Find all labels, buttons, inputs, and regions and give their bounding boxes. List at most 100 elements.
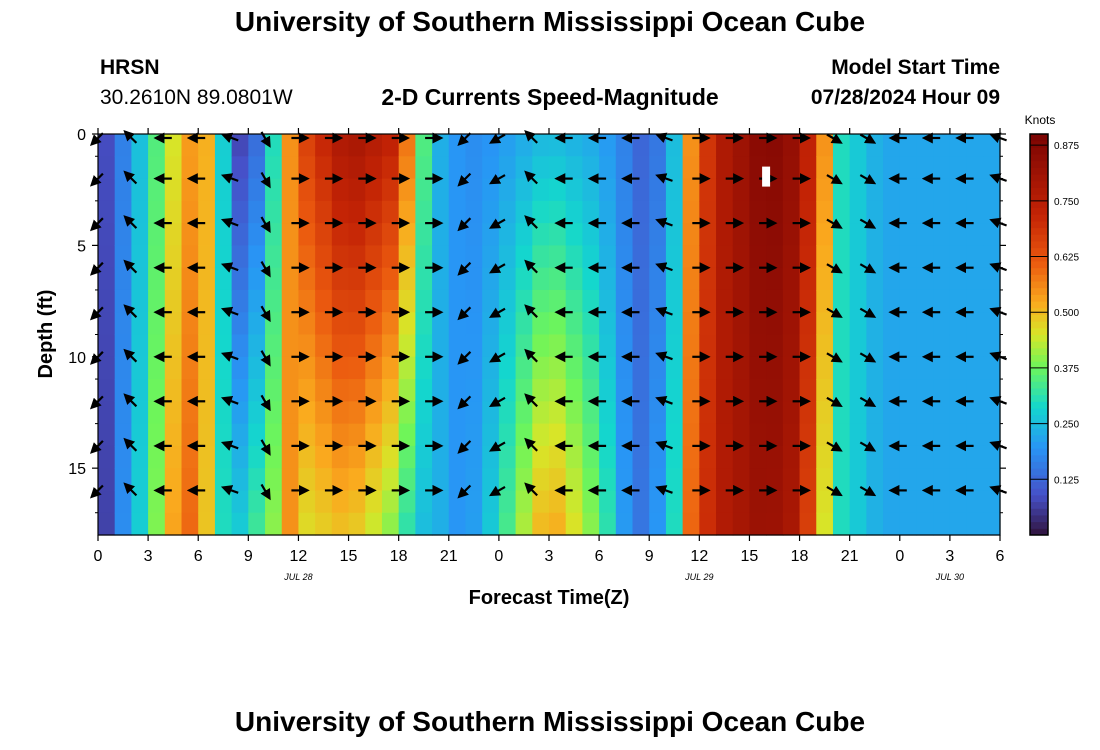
axes: 0 3 6 9 12 15 18 21 0 3 6 9 12 15 18 21 0 3 6 0 5 10 15 JUL 28 J… bbox=[68, 127, 1006, 582]
heatmap-cell bbox=[816, 423, 834, 447]
heatmap-cell bbox=[983, 490, 1001, 514]
current-vector-arrow bbox=[220, 396, 239, 407]
heatmap-cell bbox=[716, 512, 734, 536]
heatmap-cell bbox=[281, 312, 300, 336]
heatmap-cell bbox=[883, 178, 901, 202]
heatmap-cell bbox=[315, 289, 333, 313]
heatmap-cell bbox=[198, 401, 216, 425]
heatmap-cell bbox=[231, 134, 249, 157]
heatmap-cell bbox=[916, 423, 934, 447]
heatmap-cell bbox=[866, 445, 884, 469]
heatmap-cell bbox=[148, 245, 166, 269]
heatmap-cell bbox=[832, 134, 851, 157]
heatmap-cell bbox=[432, 245, 450, 269]
heatmap-cell bbox=[198, 178, 216, 202]
heatmap-cell bbox=[214, 468, 233, 492]
heatmap-cell bbox=[732, 490, 751, 514]
heatmap-cell bbox=[615, 334, 634, 358]
heatmap-cell bbox=[665, 379, 684, 402]
current-vector-arrow bbox=[488, 441, 506, 452]
heatmap-cell bbox=[782, 468, 801, 492]
heatmap-cell bbox=[933, 134, 951, 157]
heatmap-cell bbox=[849, 379, 867, 402]
heatmap-cell bbox=[832, 356, 851, 380]
heatmap-cell bbox=[899, 245, 918, 269]
heatmap-cell bbox=[415, 267, 433, 291]
heatmap-cell bbox=[983, 379, 1001, 402]
heatmap-cell bbox=[832, 490, 851, 514]
heatmap-cell bbox=[114, 223, 132, 246]
current-vector-arrow bbox=[859, 218, 877, 229]
heatmap-cell bbox=[582, 468, 600, 492]
heatmap-cell bbox=[348, 512, 366, 536]
colorbar-segment bbox=[1030, 301, 1048, 309]
heatmap-cell bbox=[782, 423, 801, 447]
heatmap-cell bbox=[265, 245, 283, 269]
heatmap-cell bbox=[148, 490, 166, 514]
heatmap-cell bbox=[482, 468, 500, 492]
heatmap-cell bbox=[148, 468, 166, 492]
heatmap-cell bbox=[615, 356, 634, 380]
current-vector-arrow bbox=[488, 218, 506, 229]
heatmap-cell bbox=[749, 379, 767, 402]
heatmap-cell bbox=[716, 223, 734, 246]
heatmap-cell bbox=[582, 334, 600, 358]
heatmap-cell bbox=[599, 490, 617, 514]
heatmap-cell bbox=[315, 200, 333, 224]
heatmap-cell bbox=[766, 356, 784, 380]
heatmap-cell bbox=[883, 379, 901, 402]
heatmap-cell bbox=[716, 379, 734, 402]
heatmap-cell bbox=[281, 379, 300, 402]
heatmap-cell bbox=[148, 379, 166, 402]
heatmap-cell bbox=[315, 245, 333, 269]
heatmap-cell bbox=[933, 267, 951, 291]
heatmap-cell bbox=[181, 401, 199, 425]
heatmap-cell bbox=[315, 134, 333, 157]
heatmap-cell bbox=[899, 334, 918, 358]
heatmap-cell bbox=[498, 178, 517, 202]
colorbar-segment bbox=[1030, 361, 1048, 369]
heatmap-cell bbox=[849, 490, 867, 514]
heatmap-cell bbox=[849, 223, 867, 246]
heatmap-cell bbox=[966, 289, 984, 313]
heatmap-cell bbox=[682, 423, 700, 447]
heatmap-cell bbox=[732, 289, 751, 313]
current-vector-arrow bbox=[123, 259, 138, 274]
heatmap-cell bbox=[599, 468, 617, 492]
heatmap-cell bbox=[432, 200, 450, 224]
heatmap-cell bbox=[482, 401, 500, 425]
heatmap-cell bbox=[348, 401, 366, 425]
heatmap-cell bbox=[298, 267, 316, 291]
heatmap-cell bbox=[799, 401, 817, 425]
heatmap-cell bbox=[348, 379, 366, 402]
current-vector-arrow bbox=[260, 483, 271, 501]
heatmap-cell bbox=[532, 423, 550, 447]
heatmap-cell bbox=[181, 379, 199, 402]
heatmap-cell bbox=[565, 134, 583, 157]
heatmap-cell bbox=[565, 468, 583, 492]
heatmap-cell bbox=[966, 379, 984, 402]
heatmap-cell bbox=[498, 223, 517, 246]
colorbar-segment bbox=[1030, 481, 1048, 489]
heatmap-cell bbox=[181, 468, 199, 492]
heatmap-cell bbox=[348, 356, 366, 380]
heatmap-cell bbox=[415, 289, 433, 313]
heatmap-cell bbox=[632, 334, 650, 358]
heatmap-cell bbox=[482, 267, 500, 291]
heatmap-cell bbox=[615, 223, 634, 246]
x-tick-label: 21 bbox=[440, 548, 458, 565]
heatmap-cell bbox=[214, 423, 233, 447]
heatmap-cell bbox=[114, 356, 132, 380]
heatmap-cell bbox=[315, 512, 333, 536]
heatmap-cell bbox=[699, 245, 717, 269]
heatmap-cell bbox=[415, 312, 433, 336]
heatmap-cell bbox=[131, 356, 149, 380]
current-vector-arrow bbox=[655, 440, 673, 451]
current-speed-chart: 0 3 6 9 12 15 18 21 0 3 6 9 12 15 18 21 0 3 6 0 5 10 15 JUL 28 J… bbox=[35, 113, 1079, 609]
heatmap-cell bbox=[549, 490, 567, 514]
station-name: HRSN bbox=[100, 56, 160, 79]
heatmap-cell bbox=[949, 379, 968, 402]
heatmap-cell bbox=[565, 356, 583, 380]
heatmap-cell bbox=[699, 445, 717, 469]
heatmap-cell bbox=[415, 200, 433, 224]
